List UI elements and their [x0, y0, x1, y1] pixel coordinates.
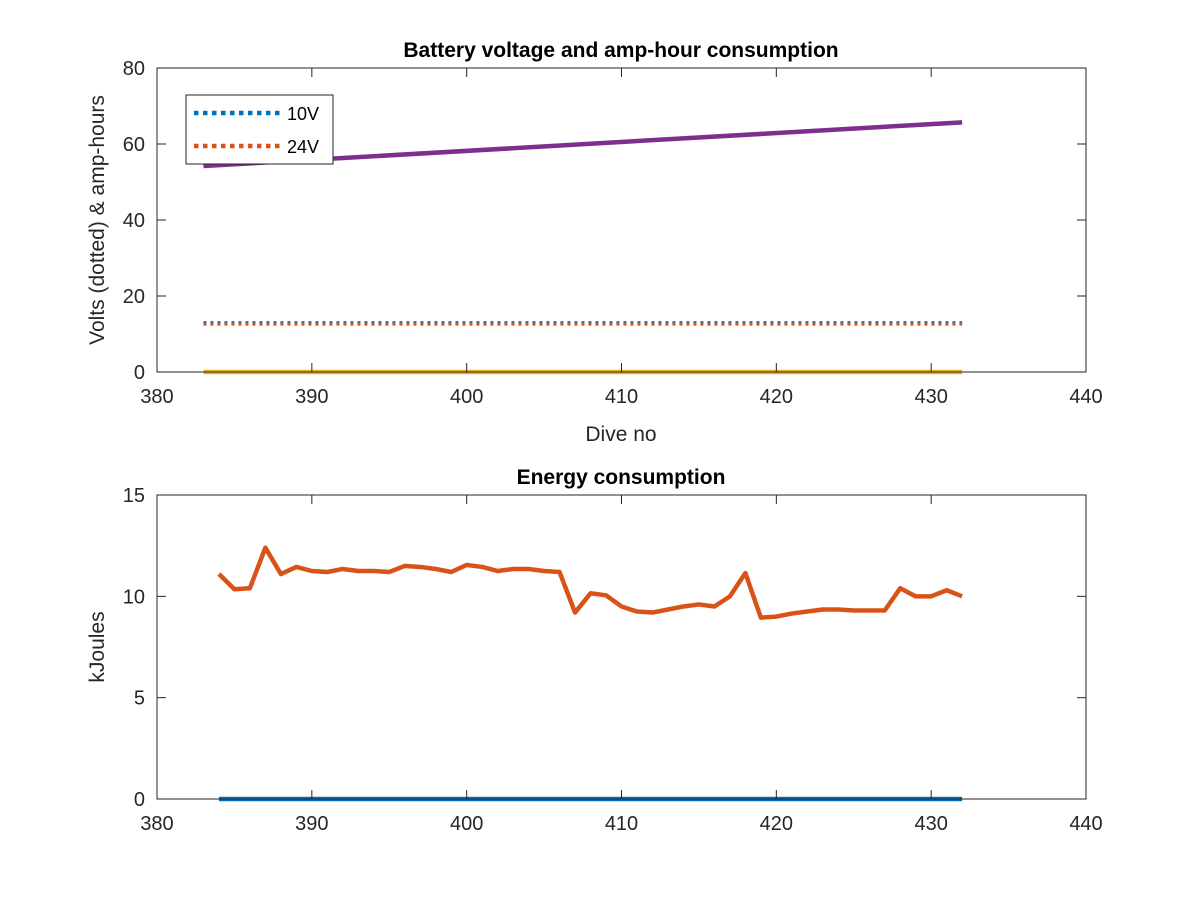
y-tick-label: 5 — [134, 688, 145, 710]
y-tick-label: 0 — [134, 362, 145, 384]
x-tick-label: 380 — [140, 386, 173, 408]
x-tick-label: 400 — [450, 386, 483, 408]
chart-title: Energy consumption — [517, 466, 726, 489]
voltage-amphour-axes: 380 390 400 410 420 430 440 0 20 40 60 80 Battery v… — [86, 39, 1103, 446]
x-tick-label: 430 — [914, 813, 947, 835]
x-tick-label: 400 — [450, 813, 483, 835]
y-tick-label: 80 — [123, 58, 145, 80]
axis-layer: 380 390 400 410 420 430 440 0 5 10 15 — [123, 485, 1103, 835]
y-tick-label: 60 — [123, 134, 145, 156]
x-tick-label: 380 — [140, 813, 173, 835]
y-tick-label: 20 — [123, 286, 145, 308]
y-tick-label: 15 — [123, 485, 145, 507]
legend-label-10v: 10V — [287, 104, 319, 124]
plot-area — [157, 495, 1086, 799]
x-tick-label: 390 — [295, 386, 328, 408]
x-tick-label: 410 — [605, 813, 638, 835]
x-tick-label: 390 — [295, 813, 328, 835]
y-tick-label: 10 — [123, 586, 145, 608]
x-tick-label: 440 — [1069, 813, 1102, 835]
chart-title: Battery voltage and amp-hour consumption — [403, 39, 838, 62]
y-axis-label: kJoules — [86, 611, 109, 682]
axis-layer: 380 390 400 410 420 430 440 0 20 40 60 80 — [123, 58, 1103, 408]
series-line-1 — [217, 545, 963, 620]
x-tick-label: 420 — [760, 386, 793, 408]
x-axis-label: Dive no — [585, 423, 656, 446]
legend: 10V 24V — [185, 94, 334, 165]
x-tick-label: 420 — [760, 813, 793, 835]
x-tick-label: 440 — [1069, 386, 1102, 408]
y-tick-label: 0 — [134, 789, 145, 811]
x-tick-label: 430 — [914, 386, 947, 408]
y-axis-label: Volts (dotted) & amp-hours — [86, 95, 109, 345]
legend-box — [185, 94, 334, 165]
y-tick-label: 40 — [123, 210, 145, 232]
legend-label-24v: 24V — [287, 137, 319, 157]
energy-axes: 380 390 400 410 420 430 440 0 5 10 15 Energy consu… — [86, 466, 1103, 835]
x-tick-label: 410 — [605, 386, 638, 408]
